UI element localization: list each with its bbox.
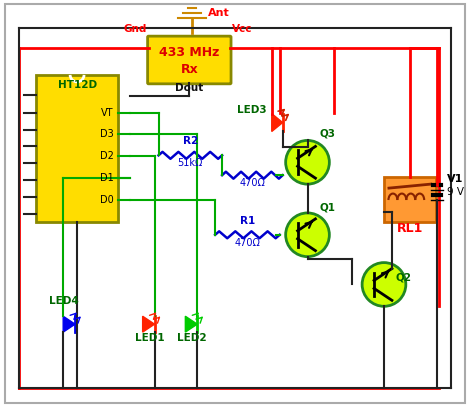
Text: D2: D2: [100, 151, 114, 161]
Text: 470Ω: 470Ω: [235, 238, 260, 248]
Text: D0: D0: [100, 195, 114, 205]
Text: LED2: LED2: [177, 333, 207, 343]
Text: LED1: LED1: [135, 333, 164, 343]
Text: R1: R1: [240, 216, 255, 226]
Circle shape: [286, 213, 329, 257]
Text: D3: D3: [100, 129, 114, 140]
Text: D1: D1: [100, 173, 114, 183]
Text: Q2: Q2: [396, 272, 412, 282]
Polygon shape: [272, 114, 282, 131]
Bar: [36, 75, 118, 222]
Polygon shape: [185, 316, 197, 332]
Text: Ant: Ant: [208, 8, 230, 18]
Text: Q1: Q1: [320, 203, 336, 213]
Text: 51kΩ: 51kΩ: [178, 158, 203, 168]
Text: VT: VT: [102, 107, 114, 118]
Text: Gnd: Gnd: [123, 24, 147, 34]
Text: Q3: Q3: [320, 129, 336, 138]
FancyBboxPatch shape: [148, 36, 231, 84]
Polygon shape: [142, 316, 155, 332]
Text: LED3: LED3: [237, 105, 266, 115]
Text: Vcc: Vcc: [232, 24, 252, 34]
Polygon shape: [63, 316, 75, 332]
Text: V1: V1: [446, 174, 463, 184]
Text: 470Ω: 470Ω: [239, 178, 266, 188]
Text: 9 V: 9 V: [446, 187, 463, 197]
Text: LED4: LED4: [49, 296, 79, 306]
Text: RL1: RL1: [397, 222, 423, 235]
Text: R2: R2: [183, 136, 198, 147]
Text: 433 MHz: 433 MHz: [159, 46, 219, 59]
Circle shape: [362, 263, 406, 306]
Bar: [384, 177, 436, 222]
Circle shape: [286, 140, 329, 184]
Text: Dout: Dout: [175, 83, 204, 93]
Text: Rx: Rx: [180, 63, 198, 76]
Text: HT12D: HT12D: [57, 80, 97, 90]
